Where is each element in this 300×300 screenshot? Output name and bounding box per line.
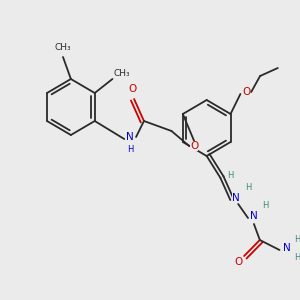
Text: O: O — [128, 84, 136, 94]
Text: N: N — [283, 243, 290, 253]
Text: H: H — [127, 145, 133, 154]
Text: H: H — [294, 254, 300, 262]
Text: H: H — [294, 236, 300, 244]
Text: CH₃: CH₃ — [55, 43, 71, 52]
Text: CH₃: CH₃ — [114, 70, 130, 79]
Text: N: N — [250, 211, 258, 221]
Text: O: O — [242, 87, 250, 97]
Text: N: N — [232, 193, 240, 203]
Text: H: H — [262, 202, 269, 211]
Text: H: H — [245, 184, 251, 193]
Text: O: O — [234, 257, 242, 267]
Text: N: N — [126, 132, 134, 142]
Text: O: O — [190, 141, 198, 151]
Text: H: H — [227, 172, 233, 181]
